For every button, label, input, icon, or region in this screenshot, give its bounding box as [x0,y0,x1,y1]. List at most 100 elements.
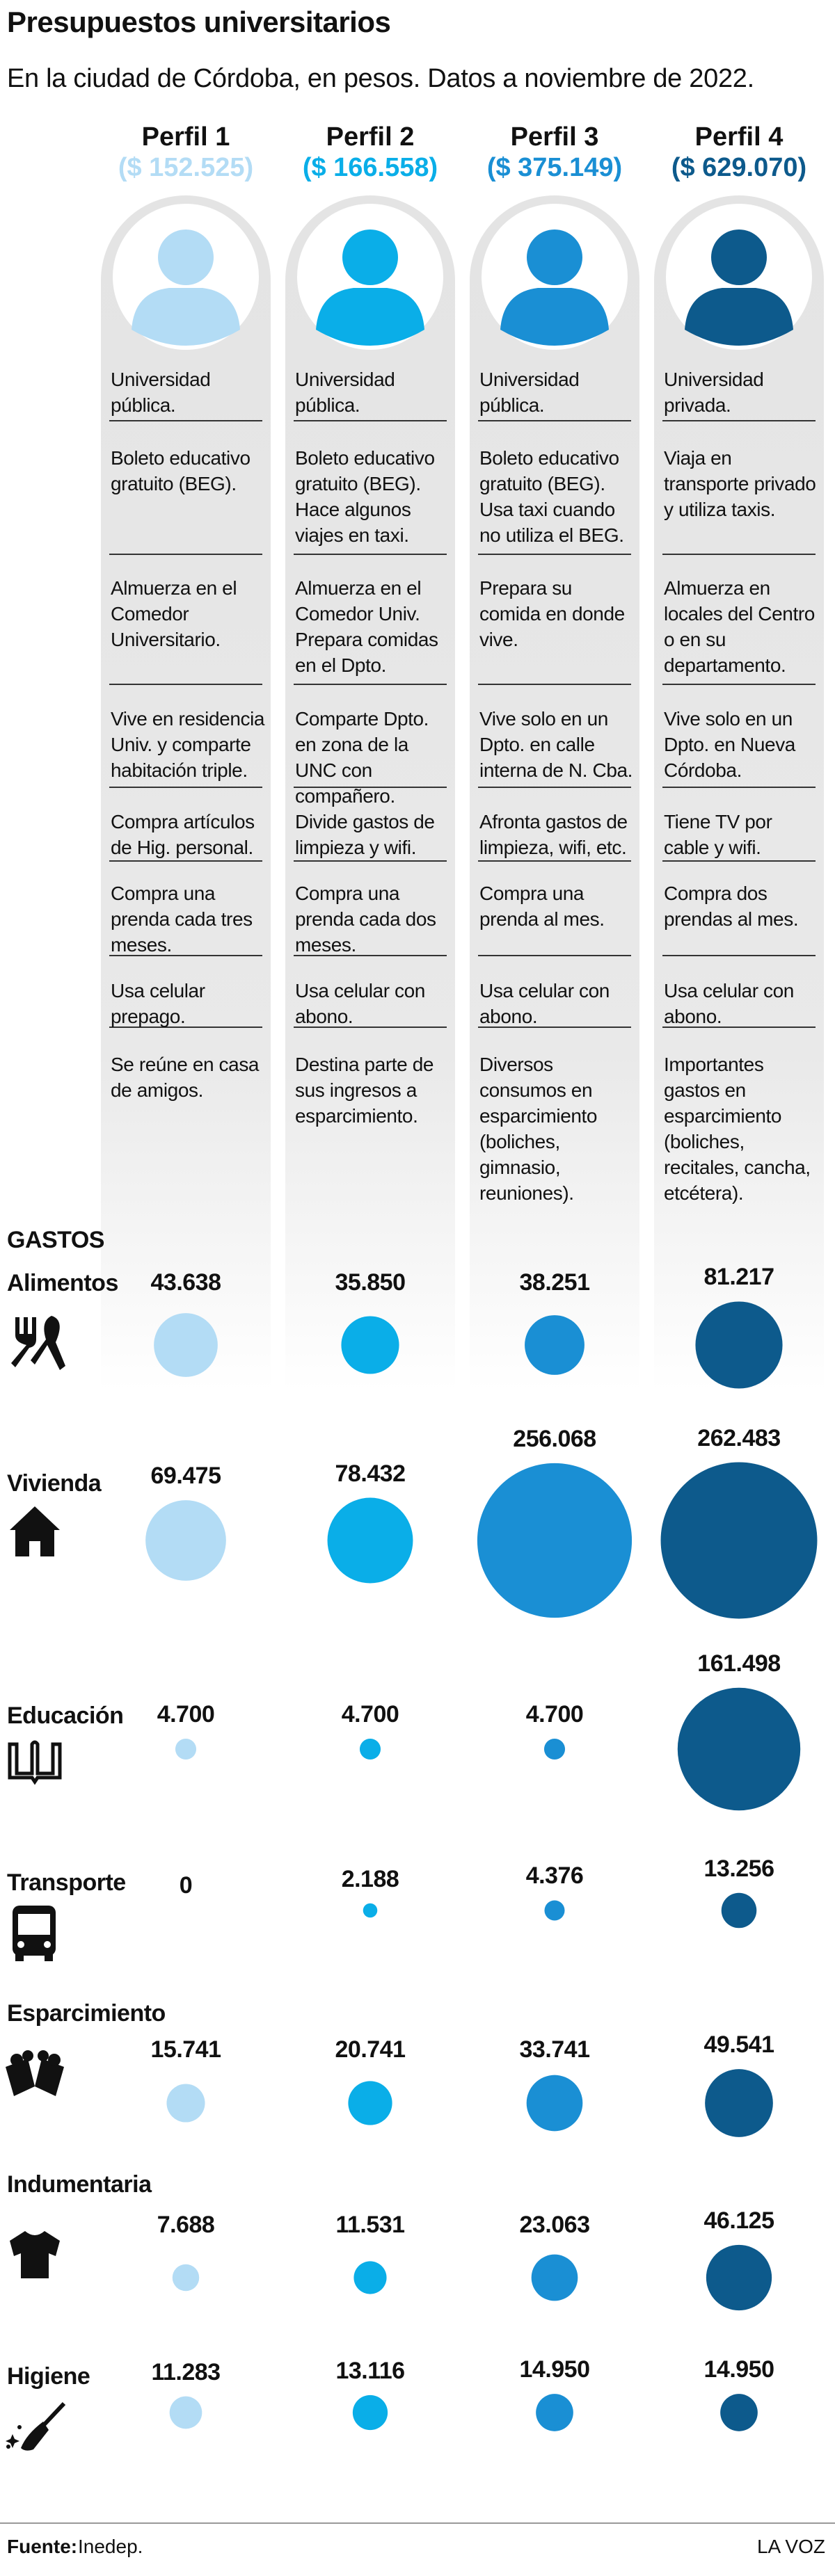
value-label: 4.700 [157,1700,215,1728]
profile-item: Almuerza en el Comedor Univ. Prepara com… [295,577,438,676]
profile-item: Se reúne en casa de amigos. [111,1054,260,1101]
value-label: 81.217 [703,1264,775,1291]
profile-column [654,195,824,1391]
bubble [353,2261,387,2294]
avatar-head [527,230,582,285]
source: Inedep. [78,2536,143,2557]
avatar-head [711,230,767,285]
bubble [341,1316,399,1374]
value-label: 13.116 [335,2357,405,2384]
bubble [536,2394,573,2431]
bubble [525,1315,584,1375]
bubble [154,1313,218,1377]
profile-name: Perfil 2 [326,122,415,152]
value-label: 46.125 [703,2207,775,2234]
profile-column [101,195,271,1391]
value-label: 78.432 [335,1460,406,1487]
value-label: 20.741 [335,2036,406,2063]
bubble [543,1738,566,1760]
icon-food [11,1316,65,1370]
bubble [145,1500,226,1581]
bubble [706,2244,772,2311]
bubble [359,1738,381,1760]
profile-total: ($ 152.525) [118,153,254,182]
profile-item: Compra dos prendas al mes. [664,883,799,930]
avatar-head [158,230,214,285]
bubble [327,1497,413,1584]
expenses-heading: GASTOS [7,1227,104,1253]
avatar-body [316,288,424,346]
profile-item: Vive solo en un Dpto. en Nueva Córdoba. [664,708,795,781]
value-label: 23.063 [519,2212,591,2238]
category-label: Alimentos [7,1270,118,1296]
value-label: 161.498 [697,1650,781,1677]
bubble [169,2396,202,2429]
profile-name: Perfil 3 [510,122,599,152]
profile-item: Boleto educativo gratuito (BEG). Hace al… [295,447,435,546]
value-label: 13.256 [703,1855,775,1882]
bubble [166,2084,205,2123]
avatar-body [685,288,793,346]
value-label: 2.188 [341,1865,399,1892]
value-label: 35.850 [335,1269,406,1296]
category-label: Higiene [7,2363,90,2390]
brand: LA VOZ [756,2536,825,2557]
value-label: 0 [179,1872,193,1899]
icon-mugs [6,2050,64,2096]
profile-name: Perfil 1 [141,122,230,152]
profile-name: Perfil 4 [694,122,784,152]
profile-item: Compra una prenda cada tres meses. [111,883,253,956]
profile-item: Boleto educativo gratuito (BEG). [111,447,250,494]
profile-total: ($ 375.149) [486,153,623,182]
profile-item: Importantes gastos en esparcimiento (bol… [664,1054,811,1204]
category-icons [6,1316,66,2451]
profile-item: Usa celular con abono. [479,980,610,1027]
profile-item: Vive en residencia Univ. y comparte habi… [111,708,265,781]
value-label: 7.688 [157,2212,215,2238]
value-label: 256.068 [513,1425,596,1452]
value-label: 69.475 [150,1463,222,1490]
value-label: 14.950 [519,2356,591,2383]
profile-item: Almuerza en locales del Centro o en su d… [664,577,815,676]
bubble [352,2394,388,2431]
value-label: 43.638 [150,1269,222,1296]
category-label: Transporte [7,1869,126,1896]
avatar-body [500,288,609,346]
profile-item: Diversos consumos en esparcimiento (boli… [479,1054,598,1204]
bubble [705,2069,773,2137]
source-label: Fuente: [7,2536,78,2557]
value-label: 38.251 [519,1269,591,1296]
profile-column [285,195,455,1391]
profile-item: Universidad pública. [295,369,395,416]
bubble [175,1738,197,1760]
profile-total: ($ 166.558) [302,153,438,182]
category-label: Indumentaria [7,2171,152,2198]
value-label: 49.541 [703,2031,775,2059]
bubble [677,1687,801,1811]
profile-item: Compra artículos de Hig. personal. [111,811,255,858]
profile-item: Usa celular prepago. [111,980,205,1027]
profile-item: Comparte Dpto. en zona de la UNC con com… [295,708,429,807]
bubble [526,2075,583,2132]
profile-item: Boleto educativo gratuito (BEG). Usa tax… [479,447,624,546]
title: Presupuestos universitarios [7,6,391,38]
bubble [363,1903,378,1918]
profile-item: Universidad pública. [479,369,580,416]
value-label: 262.483 [697,1424,781,1451]
bubble [721,1892,757,1929]
bubble [348,2081,392,2125]
profile-item: Divide gastos de limpieza y wifi. [295,811,435,858]
profile-item: Vive solo en un Dpto. en calle interna d… [479,708,633,781]
avatar-body [132,288,240,346]
icon-shirt [10,2231,60,2278]
profile-item: Compra una prenda cada dos meses. [295,883,436,956]
profile-item: Universidad pública. [111,369,211,416]
icon-bus [13,1906,56,1961]
profile-item: Almuerza en el Comedor Universitario. [111,577,237,650]
category-label: Vivienda [7,1470,102,1497]
value-label: 14.950 [703,2356,775,2383]
bubble [695,1301,783,1389]
value-label: 4.700 [525,1700,584,1728]
value-label: 33.741 [519,2036,591,2063]
